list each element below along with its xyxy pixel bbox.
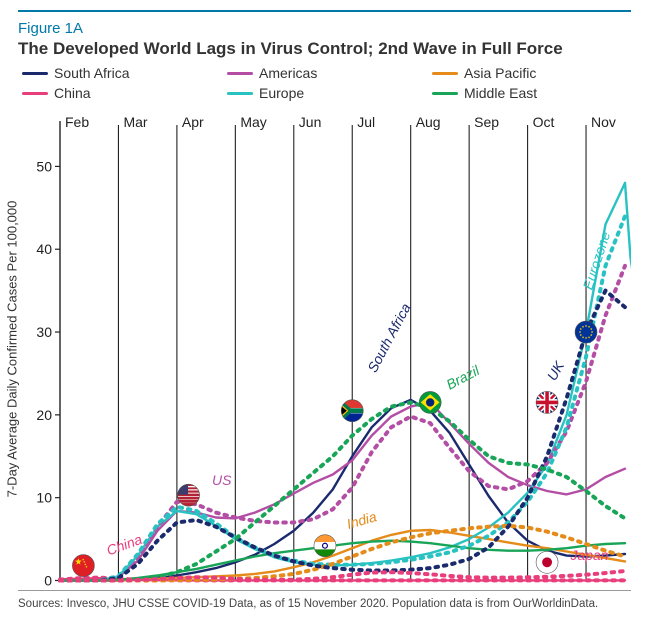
series-europe [60, 183, 625, 581]
annotation-label: India [345, 508, 379, 532]
legend-label: Europe [259, 85, 304, 101]
legend-label: China [54, 85, 91, 101]
legend: South Africa Americas Asia Pacific China Eur… [18, 65, 631, 101]
legend-label: Asia Pacific [464, 65, 536, 81]
chart-svg: 0 10 20 30 40 50 Feb Mar Apr May Jun Jul Aug Sep Oct No… [18, 107, 631, 590]
svg-text:Aug: Aug [416, 114, 441, 130]
legend-swatch [227, 72, 253, 75]
legend-swatch [432, 92, 458, 95]
svg-text:30: 30 [36, 324, 52, 340]
top-rule [18, 10, 631, 12]
annotation-label: US [212, 472, 232, 488]
source-footer: Sources: Invesco, JHU CSSE COVID-19 Data… [18, 590, 631, 613]
svg-text:10: 10 [36, 490, 52, 506]
annotation-label: Brazil [444, 362, 483, 393]
svg-text:Nov: Nov [591, 114, 616, 130]
legend-item: Asia Pacific [432, 65, 631, 81]
series-us_d [60, 266, 625, 581]
svg-text:40: 40 [36, 241, 52, 257]
annotation-label: Japan [569, 547, 608, 563]
legend-label: Middle East [464, 85, 537, 101]
svg-text:Mar: Mar [123, 114, 147, 130]
svg-text:Feb: Feb [65, 114, 89, 130]
legend-label: South Africa [54, 65, 130, 81]
svg-text:50: 50 [36, 158, 52, 174]
legend-item: Europe [227, 85, 426, 101]
legend-swatch [22, 72, 48, 75]
figure-title: The Developed World Lags in Virus Contro… [18, 39, 631, 59]
series-uk_d [60, 291, 625, 581]
legend-label: Americas [259, 65, 317, 81]
svg-text:20: 20 [36, 407, 52, 423]
figure-1a: Figure 1A The Developed World Lags in Vi… [0, 0, 649, 621]
legend-swatch [22, 92, 48, 95]
svg-text:Oct: Oct [533, 114, 555, 130]
figure-label: Figure 1A [18, 20, 631, 37]
legend-swatch [227, 92, 253, 95]
legend-item: Americas [227, 65, 426, 81]
annotation-label: Eurozone [580, 229, 614, 291]
annotation-label: UK [544, 358, 568, 383]
svg-text:0: 0 [44, 572, 52, 588]
svg-text:Jun: Jun [299, 114, 322, 130]
annotation-label: South Africa [364, 300, 414, 375]
legend-item: China [22, 85, 221, 101]
legend-swatch [432, 72, 458, 75]
legend-item: South Africa [22, 65, 221, 81]
svg-text:Jul: Jul [357, 114, 375, 130]
svg-text:Apr: Apr [182, 114, 204, 130]
chart-area: 7-Day Average Daily Confirmed Cases Per … [18, 107, 631, 590]
series-europe-tail [625, 183, 631, 307]
svg-text:May: May [240, 114, 266, 130]
svg-text:Sep: Sep [474, 114, 499, 130]
legend-item: Middle East [432, 85, 631, 101]
